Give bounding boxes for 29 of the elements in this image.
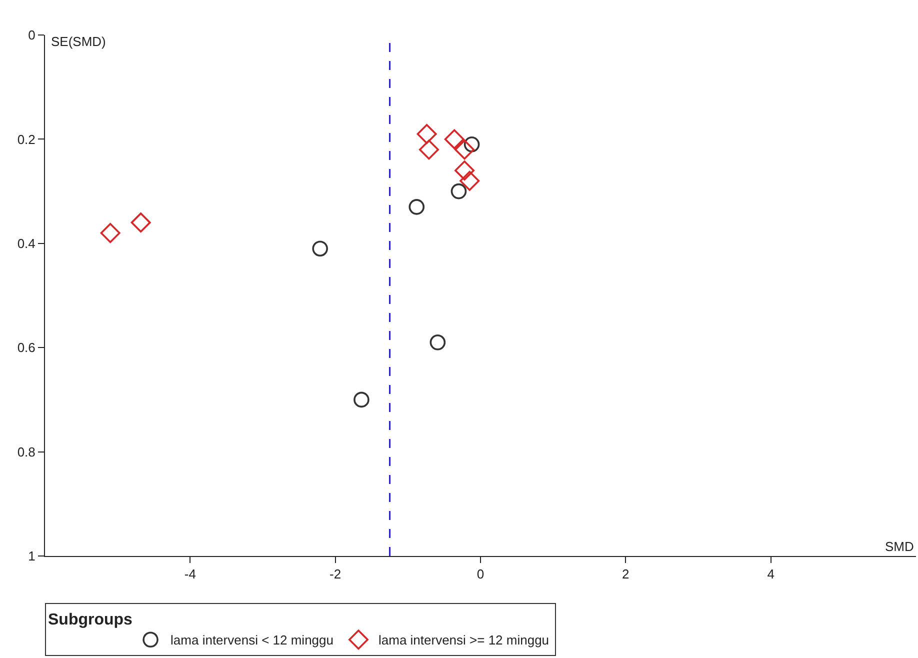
x-tick-label: 0 — [476, 566, 484, 582]
x-tick-label: 4 — [767, 566, 774, 582]
point — [354, 392, 370, 408]
y-tick-label: 0.6 — [17, 340, 36, 356]
point — [430, 334, 446, 350]
point — [444, 129, 464, 150]
point — [312, 240, 328, 257]
point — [450, 183, 467, 200]
point — [460, 170, 480, 191]
legend-label: lama intervensi >= 12 minggu — [378, 632, 550, 648]
x-tick-label: -2 — [330, 566, 342, 582]
y-tick-label: 1 — [28, 548, 36, 564]
point — [130, 212, 151, 233]
y-axis-title: SE(SMD) — [51, 34, 106, 49]
point — [454, 160, 475, 180]
point — [454, 140, 475, 160]
y-tick-label: 0.8 — [17, 444, 36, 460]
point — [100, 222, 120, 243]
legend-title: Subgroups — [48, 612, 133, 629]
point — [418, 140, 439, 160]
x-tick-label: 2 — [622, 566, 630, 582]
legend-label: lama intervensi < 12 minggu — [170, 632, 334, 648]
x-tick-label: -4 — [184, 566, 196, 582]
point — [416, 124, 437, 144]
y-tick-label: 0.4 — [17, 236, 36, 251]
y-tick-label: 0.2 — [17, 132, 36, 147]
x-axis-title: SMD — [885, 539, 914, 554]
y-tick-label: 0 — [28, 28, 36, 43]
point — [408, 199, 425, 215]
